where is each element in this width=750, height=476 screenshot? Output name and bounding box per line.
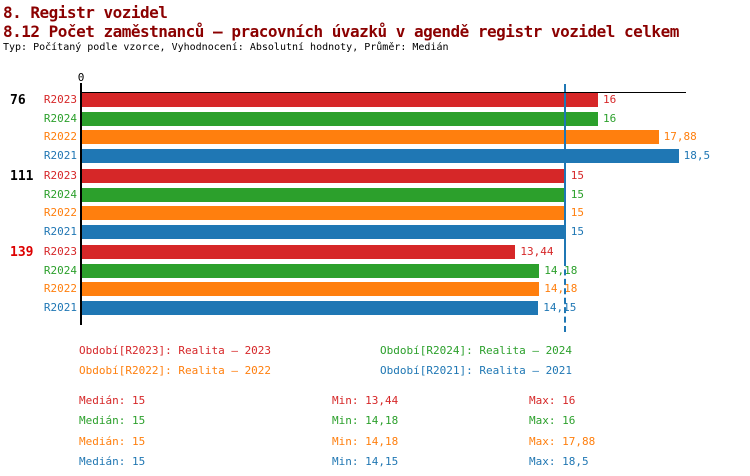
group-label: 76 [10,93,26,108]
bar-111-r2023 [82,169,566,183]
bar-label-r2022: R2022 [43,282,77,295]
bar-139-r2021 [82,301,539,315]
bar-111-r2021 [82,225,566,239]
bar-value-label: 14,15 [543,301,577,314]
x-axis-tick-zero-label: 0 [77,71,85,84]
legend-item: Období[R2021]: Realita – 2021 [380,364,573,377]
stat-median: Medián: 15 [79,455,146,468]
chart-subtitle: Typ: Počítaný podle vzorce, Vyhodnocení:… [3,42,449,53]
bar-76-r2021 [82,149,679,163]
bar-value-label: 18,5 [683,149,711,162]
bar-label-r2024: R2024 [43,112,77,125]
group-label: 111 [10,169,34,184]
bar-value-label: 16 [603,112,617,125]
bar-label-r2024: R2024 [43,264,77,277]
legend-item: Období[R2023]: Realita – 2023 [79,344,272,357]
bar-label-r2021: R2021 [43,225,77,238]
bar-111-r2024 [82,188,566,202]
stat-median: Medián: 15 [79,394,146,407]
bar-139-r2022 [82,282,540,296]
bar-value-label: 16 [603,93,617,106]
bar-label-r2024: R2024 [43,188,77,201]
bar-label-r2023: R2023 [43,245,77,258]
bar-value-label: 15 [570,169,585,182]
stat-min: Min: 14,18 [332,414,399,427]
median-line-solid [564,84,566,260]
bar-label-r2022: R2022 [43,206,77,219]
stat-max: Max: 18,5 [529,455,589,468]
stats-row: Medián: 15 Min: 14,15 Max: 18,5 [0,455,750,469]
stat-median: Medián: 15 [79,435,146,448]
bar-value-label: 14,18 [544,264,578,277]
group-label: 139 [10,245,34,260]
bar-label-r2022: R2022 [43,130,77,143]
legend-item: Období[R2024]: Realita – 2024 [380,344,573,357]
bar-76-r2023 [82,93,598,107]
bar-value-label: 15 [570,188,585,201]
bar-111-r2022 [82,206,566,220]
bar-value-label: 17,88 [663,130,697,143]
y-axis-line [80,83,82,325]
bar-label-r2023: R2023 [43,93,77,106]
bar-value-label: 15 [570,206,585,219]
bar-76-r2024 [82,112,598,126]
bar-139-r2024 [82,264,540,278]
stats-row: Medián: 15 Min: 14,18 Max: 16 [0,414,750,428]
stats-row: Medián: 15 Min: 14,18 Max: 17,88 [0,435,750,449]
stat-max: Max: 16 [529,414,576,427]
legend-item: Období[R2022]: Realita – 2022 [79,364,272,377]
stat-min: Min: 14,15 [332,455,399,468]
section-title: 8. Registr vozidel [3,3,168,22]
bar-139-r2023 [82,245,516,259]
stat-max: Max: 16 [529,394,576,407]
stat-max: Max: 17,88 [529,435,596,448]
stat-min: Min: 14,18 [332,435,399,448]
stat-min: Min: 13,44 [332,394,399,407]
bar-label-r2021: R2021 [43,301,77,314]
bar-76-r2022 [82,130,659,144]
x-axis-line [81,92,686,93]
bar-value-label: 13,44 [520,245,554,258]
bar-label-r2023: R2023 [43,169,77,182]
bar-value-label: 15 [570,225,585,238]
stat-median: Medián: 15 [79,414,146,427]
stats-row: Medián: 15 Min: 13,44 Max: 16 [0,394,750,408]
bar-label-r2021: R2021 [43,149,77,162]
bar-chart: 0 76 R2023 16 R2024 16 R2022 17,88 R2021 18,5 111… [10,71,711,332]
bar-value-label: 14,18 [544,282,578,295]
chart-title: 8.12 Počet zaměstnanců – pracovních úvaz… [3,22,679,41]
median-line-dashed [564,260,566,332]
